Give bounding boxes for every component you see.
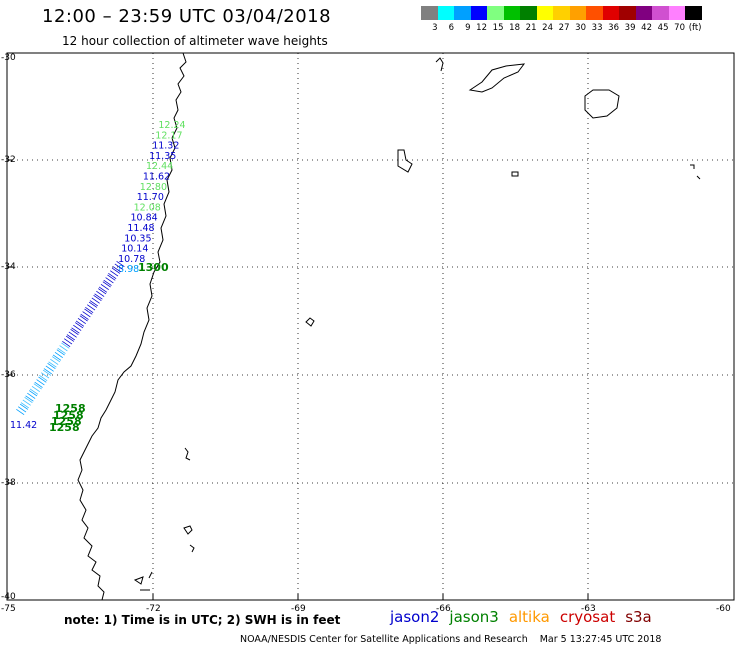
credit-text: NOAA/NESDIS Center for Satellite Applica…: [240, 634, 528, 645]
satellite-legend-item: altika: [508, 608, 550, 626]
color-scale-label: 21: [525, 23, 537, 33]
wave-height-label: 12.17: [155, 130, 182, 141]
color-scale-label: 30: [575, 23, 586, 33]
color-scale-label: 36: [608, 23, 619, 33]
wave-height-label: 11.35: [149, 151, 176, 162]
color-swatch: [437, 6, 454, 20]
time-label: 1300: [138, 261, 169, 274]
color-scale-label: 39: [624, 23, 636, 33]
wave-height-label: 12.24: [158, 120, 185, 131]
satellite-legend-item: jason2: [390, 608, 440, 626]
island-small: [305, 317, 315, 327]
satellite-legend-item: cryosat: [559, 608, 616, 626]
coastline-right: [397, 57, 701, 180]
lat-label: -38: [1, 478, 16, 488]
color-scale-label: 12: [476, 23, 487, 33]
color-scale-label: 45: [657, 23, 669, 33]
time-label: 1258: [55, 402, 86, 415]
color-scale-label: 42: [641, 23, 652, 33]
wave-height-label: 10.14: [121, 244, 148, 255]
color-scale-labels: 3 6 9 12 15 18 21 24 27 30 33 36 39 42 45 70 (ft): [421, 23, 702, 33]
wave-height-label: 12.08: [134, 202, 161, 213]
wave-height-color-scale: 3 6 9 12 15 18 21 24 27 30 33 36 39 42 45 70 (ft): [421, 6, 702, 33]
color-scale-label: 6: [448, 23, 454, 33]
color-scale-label: (ft): [688, 23, 702, 33]
color-swatches: [421, 6, 702, 20]
lon-label: -66: [436, 604, 451, 614]
color-swatch: [569, 6, 586, 20]
color-swatch: [652, 6, 669, 20]
time-label: 1258: [51, 415, 82, 428]
generated-timestamp: Mar 5 13:27:45 UTC 2018: [539, 634, 662, 645]
wave-height-label: 12.80: [140, 182, 167, 193]
coastline-islands: [133, 447, 195, 591]
plot-border: [6, 52, 735, 601]
color-scale-label: 33: [591, 23, 603, 33]
lat-label: -30: [1, 53, 16, 63]
color-scale-label: 70: [674, 23, 685, 33]
wave-height-label: 11.42: [10, 420, 37, 431]
lon-label: -72: [146, 604, 161, 614]
time-label: 1258: [49, 421, 80, 434]
color-swatch: [487, 6, 504, 20]
time-label: 1258: [53, 409, 84, 422]
wave-height-label: 12.44: [146, 161, 173, 172]
color-swatch: [602, 6, 619, 20]
page-title: 12:00 – 23:59 UTC 03/04/2018: [42, 6, 332, 27]
color-scale-label: 24: [542, 23, 553, 33]
wave-height-label: 11.70: [137, 192, 164, 203]
color-swatch: [520, 6, 537, 20]
lat-label: -32: [1, 155, 16, 165]
color-swatch: [470, 6, 487, 20]
color-swatch: [536, 6, 553, 20]
color-swatch: [668, 6, 685, 20]
color-scale-label: 27: [558, 23, 570, 33]
color-swatch: [635, 6, 652, 20]
coastline-chile: [77, 52, 187, 601]
page-subtitle: 12 hour collection of altimeter wave hei…: [62, 34, 328, 48]
color-swatch: [421, 6, 438, 20]
color-scale-label: 15: [492, 23, 504, 33]
credit-line: NOAA/NESDIS Center for Satellite Applica…: [240, 634, 661, 645]
lat-label: -36: [1, 370, 16, 380]
lat-label: -40: [1, 592, 16, 602]
wave-height-label: 11.48: [127, 223, 154, 234]
satellite-legend: jason2 jason3 altika cryosat s3a: [390, 608, 662, 626]
altimeter-track: 12.2412.1711.3211.3512.4411.6212.8011.70…: [10, 120, 186, 434]
color-swatch: [454, 6, 471, 20]
satellite-legend-item: jason3: [449, 608, 499, 626]
color-swatch: [553, 6, 570, 20]
wave-height-label: 10.84: [130, 213, 157, 224]
color-scale-label: 3: [432, 23, 438, 33]
color-scale-label: 18: [509, 23, 520, 33]
lat-label: -34: [1, 262, 16, 272]
wave-height-label: 10.78: [118, 254, 145, 265]
color-swatch: [685, 6, 702, 20]
wave-height-label: 8.98: [118, 264, 139, 275]
wave-height-label: 11.32: [152, 141, 179, 152]
color-swatch: [586, 6, 603, 20]
units-note: note: 1) Time is in UTC; 2) SWH is in fe…: [64, 613, 341, 627]
color-swatch: [619, 6, 636, 20]
wave-height-label: 11.62: [143, 172, 170, 183]
graticule: [7, 53, 734, 600]
color-scale-label: 9: [465, 23, 471, 33]
wave-height-label: 10.35: [124, 233, 151, 244]
lon-label: -75: [1, 604, 16, 614]
lon-label: -60: [716, 604, 731, 614]
satellite-legend-item: s3a: [625, 608, 652, 626]
lon-label: -69: [291, 604, 306, 614]
color-swatch: [503, 6, 520, 20]
lon-label: -63: [581, 604, 596, 614]
